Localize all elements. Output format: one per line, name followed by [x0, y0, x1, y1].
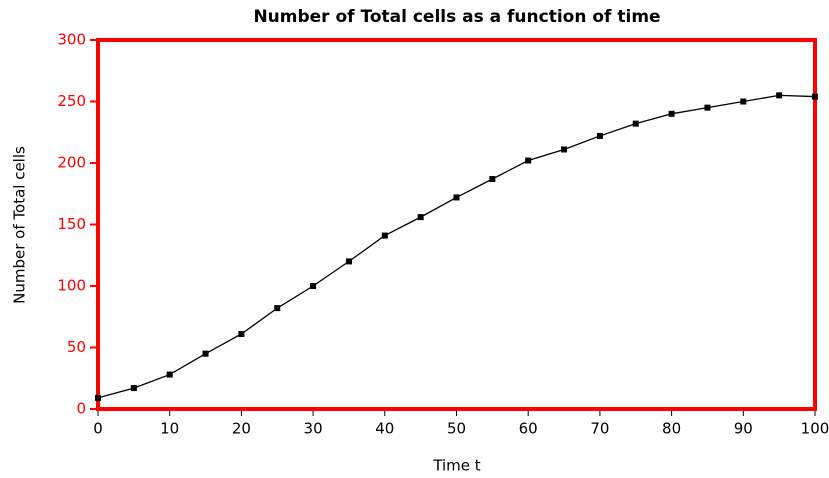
x-tick-label: 70	[590, 420, 609, 438]
x-tick-label: 50	[447, 420, 466, 438]
x-axis-label: Time t	[432, 457, 480, 475]
y-tick-label: 200	[57, 154, 86, 172]
data-point	[95, 394, 101, 401]
y-tick-label: 300	[57, 31, 86, 49]
x-tick-label: 40	[375, 420, 394, 438]
x-tick-label: 30	[304, 420, 323, 438]
x-tick-label: 20	[232, 420, 251, 438]
data-point	[704, 104, 711, 111]
y-axis-label: Number of Total cells	[11, 146, 29, 304]
y-tick-label: 150	[57, 215, 86, 233]
data-point	[274, 305, 281, 312]
data-point	[202, 350, 209, 357]
data-point	[453, 194, 460, 201]
data-point	[310, 283, 317, 289]
x-tick-label: 0	[93, 420, 103, 438]
data-point	[740, 98, 747, 105]
data-point	[776, 92, 783, 99]
data-point	[596, 132, 603, 139]
y-tick-label: 0	[76, 400, 86, 418]
data-point	[812, 93, 818, 100]
chart-title: Number of Total cells as a function of t…	[253, 7, 660, 27]
data-point	[561, 146, 568, 153]
data-point	[166, 371, 173, 378]
x-tick-label: 10	[160, 420, 179, 438]
data-point	[345, 258, 352, 265]
data-point	[489, 175, 496, 182]
x-tick-label: 60	[519, 420, 538, 438]
data-point	[417, 214, 424, 221]
x-tick-label: 80	[662, 420, 681, 438]
data-point	[632, 120, 639, 127]
data-point	[525, 157, 532, 164]
data-point	[238, 330, 245, 337]
y-tick-label: 250	[57, 92, 86, 110]
x-tick-label: 90	[734, 420, 753, 438]
y-tick-label: 100	[57, 277, 86, 295]
x-tick-label: 100	[801, 420, 829, 438]
data-point	[381, 232, 388, 239]
data-point	[130, 385, 137, 392]
data-point	[668, 110, 675, 117]
y-tick-label: 50	[67, 338, 86, 356]
plot-frame	[96, 38, 817, 411]
